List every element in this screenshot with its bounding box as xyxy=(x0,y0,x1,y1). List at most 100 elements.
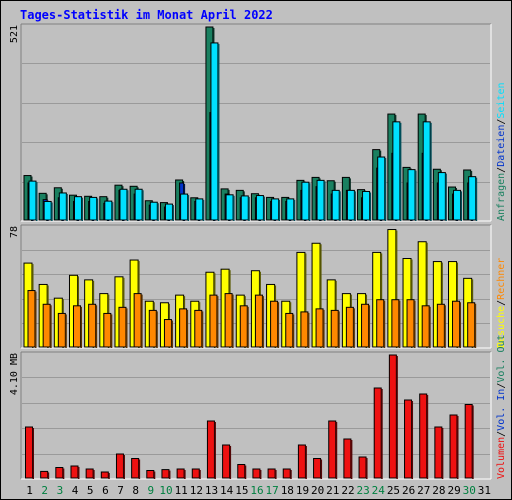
bar-volumen-shadow xyxy=(457,416,459,479)
bar-rechner xyxy=(133,293,142,348)
bar-rechner xyxy=(270,300,279,348)
day-label: 2 xyxy=(41,484,48,497)
bar-seiten-shadow xyxy=(202,199,205,221)
bar-rechner xyxy=(406,299,415,348)
bar-rechner xyxy=(467,302,476,348)
bar-seiten xyxy=(119,188,128,221)
bar-rechner-shadow xyxy=(307,312,310,348)
bar-volumen xyxy=(40,470,49,479)
bar-seiten-shadow xyxy=(415,170,417,221)
bar-volumen xyxy=(25,426,33,479)
bar-volumen-shadow xyxy=(108,473,110,479)
bar-volumen xyxy=(176,468,185,479)
bar-volumen-shadow xyxy=(214,422,216,479)
bar-volumen xyxy=(161,469,170,479)
bar-rechner-shadow xyxy=(398,300,401,348)
bar-volumen-shadow xyxy=(93,470,95,479)
bar-seiten-shadow xyxy=(278,199,281,221)
bar-rechner-shadow xyxy=(353,308,355,348)
bar-rechner-shadow xyxy=(80,306,82,348)
bar-rechner xyxy=(330,309,339,348)
bar-rechner-shadow xyxy=(156,311,158,348)
bar-seiten xyxy=(58,192,67,221)
bar-rechner-shadow xyxy=(338,311,340,348)
bar-volumen xyxy=(237,464,246,479)
bar-seiten xyxy=(301,181,310,221)
bar-seiten xyxy=(286,198,295,221)
day-label: 9 xyxy=(148,484,155,497)
bar-rechner-shadow xyxy=(95,305,98,348)
bar-rechner-shadow xyxy=(247,306,249,348)
bar-rechner-shadow xyxy=(216,296,219,348)
bar-seiten xyxy=(225,194,234,221)
day-label: 17 xyxy=(266,484,279,497)
day-label: 7 xyxy=(117,484,124,497)
bar-seiten xyxy=(407,169,416,221)
bar-rechner xyxy=(285,312,294,348)
bar-rechner xyxy=(118,306,127,348)
bar-volumen xyxy=(222,444,231,479)
bar-rechner-shadow xyxy=(277,302,280,348)
bar-seiten xyxy=(331,189,340,221)
bar-seiten xyxy=(346,189,355,221)
bar-seiten xyxy=(240,195,249,221)
legend-item: Dateien xyxy=(496,125,507,167)
bar-rechner-shadow xyxy=(383,300,386,348)
bar-seiten-shadow xyxy=(96,198,99,221)
bar-volumen-shadow xyxy=(441,428,444,479)
legend-separator: / xyxy=(496,167,507,173)
bar-besuche-shadow xyxy=(426,242,428,348)
bar-rechner xyxy=(391,299,400,348)
bar-rechner xyxy=(42,303,51,348)
day-label: 8 xyxy=(132,484,139,497)
bar-rechner xyxy=(163,319,172,348)
bar-seiten-shadow xyxy=(81,197,83,221)
bar-volumen xyxy=(191,468,200,479)
bar-volumen-shadow xyxy=(62,468,65,479)
bar-seiten-shadow xyxy=(142,190,144,221)
bar-volumen xyxy=(206,420,215,479)
bar-rechner xyxy=(254,294,263,348)
bar-volumen-shadow xyxy=(426,395,429,479)
bar-volumen-shadow xyxy=(47,472,50,479)
max-label: 78 xyxy=(9,226,20,238)
bar-seiten-shadow xyxy=(293,199,296,221)
bar-rechner-shadow xyxy=(323,309,325,348)
day-label: 14 xyxy=(220,484,234,497)
legend: Besuche/Rechner xyxy=(496,258,507,348)
bar-rechner-shadow xyxy=(125,308,128,348)
bar-rechner xyxy=(103,312,112,348)
bar-seiten xyxy=(104,200,113,221)
bar-seiten xyxy=(180,193,189,221)
bar-volumen-shadow xyxy=(77,467,80,479)
bar-volumen xyxy=(131,458,140,479)
bar-rechner-shadow xyxy=(171,320,173,348)
bar-volumen xyxy=(267,468,276,479)
bar-rechner-shadow xyxy=(110,314,113,348)
bar-rechner xyxy=(57,312,66,348)
bar-seiten-shadow xyxy=(51,202,53,221)
bar-rechner-shadow xyxy=(232,294,234,348)
day-label: 29 xyxy=(447,484,460,497)
bar-rechner-shadow xyxy=(262,296,264,348)
bar-seiten xyxy=(377,156,386,221)
bar-rechner-shadow xyxy=(141,294,143,348)
bar-rechner xyxy=(345,306,354,348)
bar-rechner-shadow xyxy=(201,311,204,348)
bar-rechner xyxy=(148,309,157,348)
bar-volumen-shadow xyxy=(229,446,232,479)
bar-volumen xyxy=(100,471,109,479)
legend-item: Anfragen xyxy=(496,173,507,221)
day-label: 22 xyxy=(341,484,354,497)
bar-seiten-shadow xyxy=(126,190,129,221)
bar-seiten xyxy=(468,176,477,221)
legend: Volumen/Vol. In/Vol. Out xyxy=(496,334,507,479)
bar-seiten-shadow xyxy=(36,182,38,221)
bar-seiten-shadow xyxy=(324,181,326,221)
bar-seiten xyxy=(43,200,52,221)
bar-volumen-shadow xyxy=(335,422,338,479)
bar-seiten xyxy=(392,121,401,221)
bar-rechner-shadow xyxy=(474,303,477,348)
legend-separator: / xyxy=(496,431,507,437)
bar-seiten-shadow xyxy=(111,202,114,221)
